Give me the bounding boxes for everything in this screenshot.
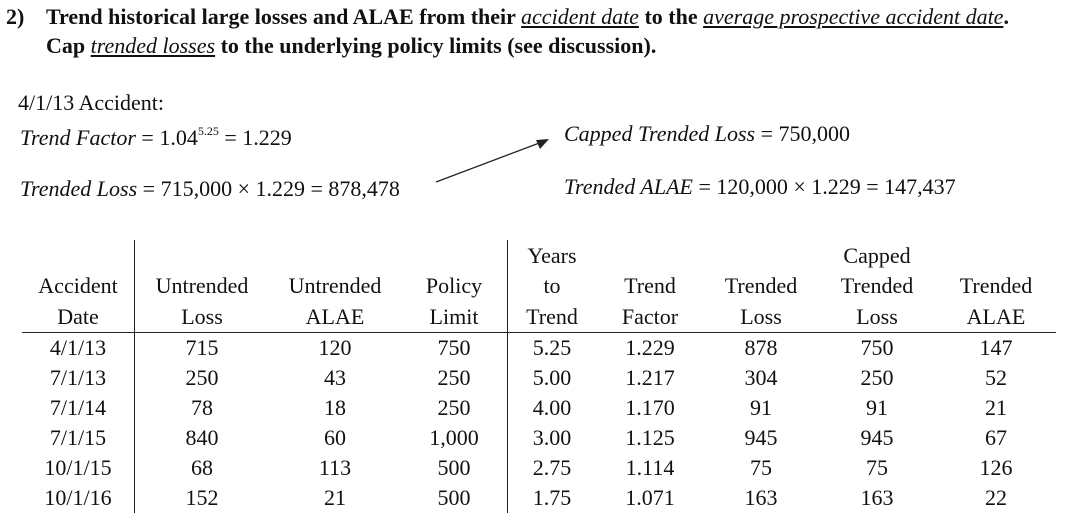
cell-untrended-loss: 152 (134, 483, 269, 513)
cell-trend-factor: 1.071 (625, 485, 675, 510)
table-row: 10/1/16 152 21 500 1.75 1.071 163 163 22 (22, 483, 1056, 513)
cell-trended-loss: 878 (744, 335, 778, 360)
table-row: 4/1/13 715 120 750 5.25 1.229 878 750 14… (22, 332, 1056, 363)
cell-policy-limit: 250 (437, 395, 471, 420)
cell-trended-loss: 304 (744, 365, 778, 390)
cell-trended-alae: 21 (985, 395, 1007, 420)
cell-years-to-trend: 1.75 (507, 483, 596, 513)
cell-untrended-loss: 715 (134, 332, 269, 363)
cell-policy-limit: 250 (437, 365, 471, 390)
cell-untrended-loss: 78 (134, 393, 269, 423)
trend-factor-base: = 1.04 (135, 125, 198, 150)
cell-untrended-loss: 250 (134, 363, 269, 393)
cell-accident-date: 7/1/14 (49, 395, 107, 420)
table-row: 7/1/15 840 60 1,000 3.00 1.125 945 945 6… (22, 423, 1056, 453)
cell-capped-trended-loss: 945 (860, 425, 894, 450)
cell-accident-date: 4/1/13 (49, 335, 107, 360)
cell-capped-trended-loss: 750 (860, 335, 894, 360)
header-policy-limit: Policy Limit (401, 240, 508, 333)
table-header-row: Accident Date Untrended Loss Untrended ALAE… (22, 240, 1056, 333)
cell-accident-date: 10/1/16 (44, 485, 112, 510)
header-years-to-trend: Years to Trend (507, 240, 596, 333)
header-trend-factor: Trend Factor (596, 240, 704, 333)
trended-losses-term: trended losses (90, 33, 216, 58)
table-row: 10/1/15 68 113 500 2.75 1.114 75 75 126 (22, 453, 1056, 483)
heading-text: . (1003, 4, 1009, 29)
trend-factor-result: = 1.229 (218, 125, 292, 150)
header-untrended-alae: Untrended ALAE (269, 240, 401, 333)
cell-policy-limit: 750 (437, 335, 471, 360)
trended-alae-formula: Trended ALAE = 120,000 × 1.229 = 147,437 (564, 174, 956, 200)
heading-line-1: 2) Trend historical large losses and ALAE… (6, 2, 1009, 31)
cell-accident-date: 7/1/13 (49, 365, 107, 390)
cell-untrended-alae: 18 (324, 395, 346, 420)
header-untrended-loss: Untrended Loss (134, 240, 269, 333)
cell-trend-factor: 1.114 (625, 455, 675, 480)
capped-trended-loss-expression: = 750,000 (755, 121, 851, 146)
cell-policy-limit: 1,000 (429, 425, 479, 450)
cell-untrended-loss: 68 (134, 453, 269, 483)
heading-text: Trend historical large losses and ALAE f… (46, 4, 522, 29)
cell-trend-factor: 1.229 (625, 335, 675, 360)
cell-untrended-alae: 60 (324, 425, 346, 450)
cell-capped-trended-loss: 163 (860, 485, 894, 510)
trend-factor-formula: Trend Factor = 1.045.25 = 1.229 (20, 125, 292, 151)
capped-trended-loss-formula: Capped Trended Loss = 750,000 (564, 121, 850, 147)
heading-text: to the (638, 4, 704, 29)
cell-trended-alae: 147 (979, 335, 1013, 360)
header-trended-loss: Trended Loss (704, 240, 818, 333)
prospective-date-term: average prospective accident date (703, 4, 1004, 29)
capped-trended-loss-label: Capped Trended Loss (564, 121, 756, 146)
cell-years-to-trend: 5.25 (507, 332, 596, 363)
header-trended-alae: Trended ALAE (936, 240, 1056, 333)
heading-line-2: Cap trended losses to the underlying pol… (6, 31, 1009, 60)
cell-accident-date: 7/1/15 (49, 425, 107, 450)
cell-trended-loss: 75 (750, 455, 772, 480)
trended-alae-expression: = 120,000 × 1.229 = 147,437 (692, 174, 956, 199)
cell-trended-loss: 945 (744, 425, 778, 450)
trend-table: Accident Date Untrended Loss Untrended ALAE… (22, 240, 1056, 513)
cell-trended-loss: 163 (744, 485, 778, 510)
cell-years-to-trend: 4.00 (507, 393, 596, 423)
cell-capped-trended-loss: 75 (866, 455, 888, 480)
accident-date-term: accident date (521, 4, 639, 29)
cell-untrended-alae: 120 (318, 335, 352, 360)
cell-policy-limit: 500 (437, 485, 471, 510)
cell-trended-alae: 22 (985, 485, 1007, 510)
cell-trended-alae: 52 (985, 365, 1007, 390)
table-row: 7/1/13 250 43 250 5.00 1.217 304 250 52 (22, 363, 1056, 393)
cell-trended-alae: 126 (979, 455, 1013, 480)
cell-trend-factor: 1.170 (625, 395, 675, 420)
cell-trend-factor: 1.217 (625, 365, 675, 390)
cell-policy-limit: 500 (437, 455, 471, 480)
cell-untrended-loss: 840 (134, 423, 269, 453)
cell-years-to-trend: 2.75 (507, 453, 596, 483)
cell-capped-trended-loss: 91 (866, 395, 888, 420)
cell-trended-loss: 91 (750, 395, 772, 420)
cell-trend-factor: 1.125 (625, 425, 675, 450)
cell-untrended-alae: 21 (324, 485, 346, 510)
cell-capped-trended-loss: 250 (860, 365, 894, 390)
heading-text: to the underlying policy limits (see dis… (215, 33, 657, 58)
trend-factor-label: Trend Factor (20, 125, 136, 150)
heading-text: Cap (46, 33, 91, 58)
trended-loss-label: Trended Loss (20, 176, 138, 201)
trend-factor-exponent: 5.25 (197, 124, 219, 138)
cell-years-to-trend: 5.00 (507, 363, 596, 393)
cell-trended-alae: 67 (985, 425, 1007, 450)
section-heading: 2) Trend historical large losses and ALAE… (6, 2, 1009, 60)
cell-untrended-alae: 43 (324, 365, 346, 390)
table-row: 7/1/14 78 18 250 4.00 1.170 91 91 21 (22, 393, 1056, 423)
header-capped-trended-loss: Capped Trended Loss (818, 240, 936, 333)
trended-loss-expression: = 715,000 × 1.229 = 878,478 (137, 176, 400, 201)
cell-untrended-alae: 113 (318, 455, 352, 480)
trended-loss-formula: Trended Loss = 715,000 × 1.229 = 878,478 (20, 176, 400, 202)
example-title: 4/1/13 Accident: (18, 90, 165, 115)
cell-accident-date: 10/1/15 (44, 455, 112, 480)
header-accident-date: Accident Date (22, 240, 135, 333)
cell-years-to-trend: 3.00 (507, 423, 596, 453)
trended-alae-label: Trended ALAE (564, 174, 693, 199)
arrow-icon (435, 139, 549, 183)
step-number: 2) (6, 4, 25, 29)
